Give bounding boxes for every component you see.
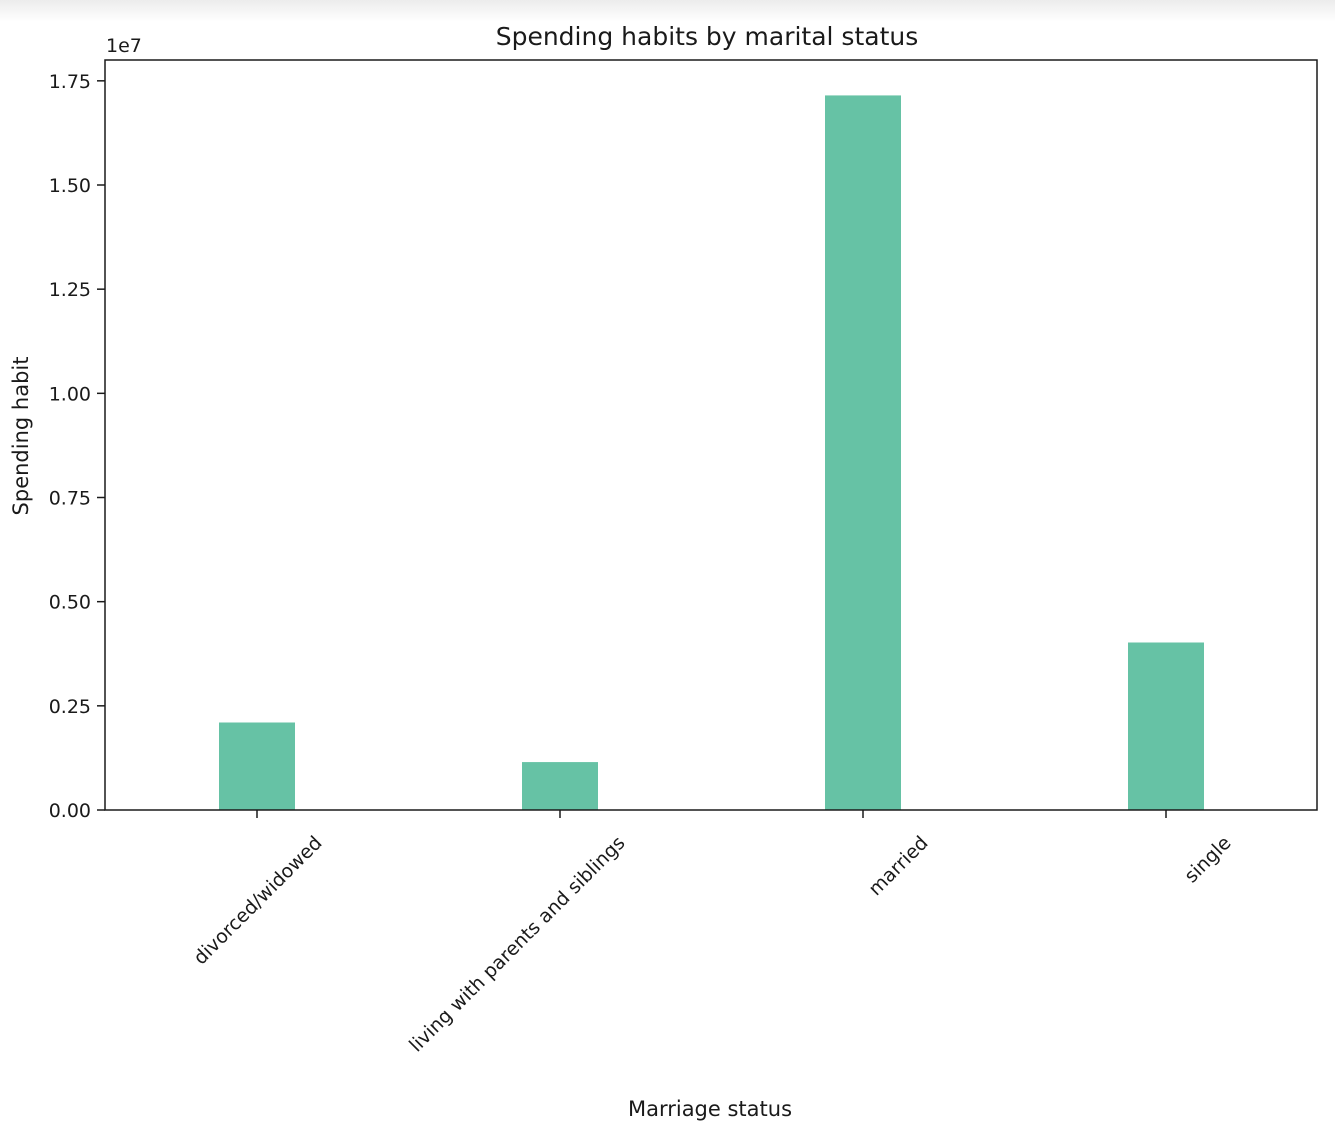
y-axis-label: Spending habit xyxy=(9,357,33,516)
x-tick-label-2: married xyxy=(864,832,932,900)
x-tick-label-0: divorced/widowed xyxy=(189,832,326,969)
x-axis-label: Marriage status xyxy=(628,1097,792,1121)
bar-3 xyxy=(1128,642,1204,810)
y-tick-label-3: 0.75 xyxy=(49,488,91,510)
plot-area-frame xyxy=(104,59,1318,811)
chart-title: Spending habits by marital status xyxy=(496,22,919,51)
bars-group xyxy=(219,95,1204,810)
x-ticks-group: divorced/widowed living with parents and … xyxy=(189,810,1236,1056)
bar-1 xyxy=(522,762,598,810)
y-tick-label-2: 0.50 xyxy=(49,592,91,614)
bar-2 xyxy=(825,95,901,810)
y-tick-label-5: 1.25 xyxy=(49,279,91,301)
y-ticks-group: 0.00 0.25 0.50 0.75 1.00 1.25 1.50 1.75 xyxy=(49,71,105,822)
x-tick-label-3: single xyxy=(1180,832,1235,887)
y-tick-label-1: 0.25 xyxy=(49,696,91,718)
y-tick-label-4: 1.00 xyxy=(49,383,91,405)
y-tick-label-7: 1.75 xyxy=(49,71,91,93)
y-tick-label-0: 0.00 xyxy=(49,800,91,822)
bar-0 xyxy=(219,722,295,810)
x-tick-label-1: living with parents and siblings xyxy=(405,832,629,1056)
window-top-shade xyxy=(0,0,1335,22)
y-offset-label: 1e7 xyxy=(106,35,142,57)
y-tick-label-6: 1.50 xyxy=(49,175,91,197)
